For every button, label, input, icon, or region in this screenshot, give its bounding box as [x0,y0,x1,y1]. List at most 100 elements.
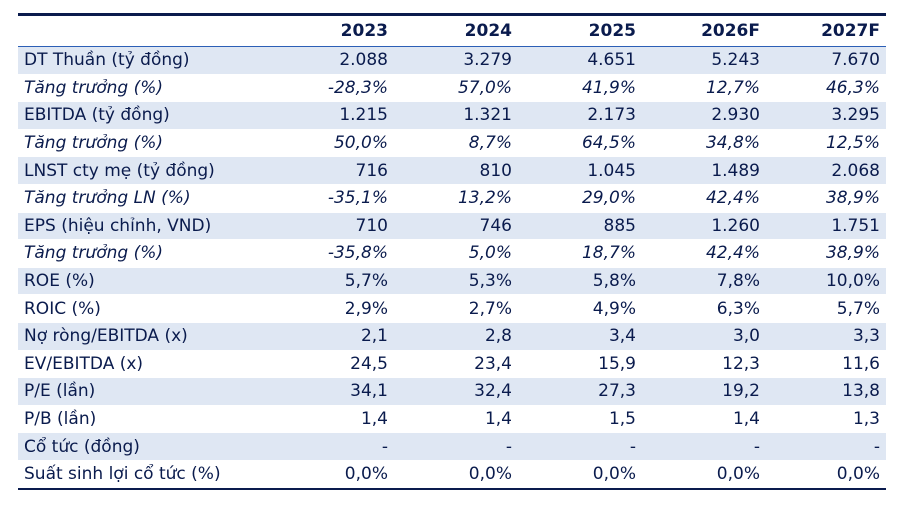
row-value: 12,3 [642,350,766,379]
row-value: 1,5 [518,405,642,434]
row-value: 29,0% [518,184,642,213]
row-label: Suất sinh lợi cổ tức (%) [18,460,270,490]
table-row: Nợ ròng/EBITDA (x) 2,1 2,8 3,4 3,0 3,3 [18,322,886,351]
row-value: 2,7% [394,294,518,323]
row-value: 1.489 [642,156,766,185]
row-value: 1.215 [270,101,394,130]
row-value: 2,8 [394,322,518,351]
row-value: 5.243 [642,46,766,75]
row-label: ROE (%) [18,267,270,296]
row-value: 15,9 [518,350,642,379]
row-value: 3,4 [518,322,642,351]
row-value: 0,0% [642,460,766,490]
row-value: 0,0% [766,460,886,490]
header-year-cell: 2027F [766,13,886,47]
row-value: 13,8 [766,377,886,406]
row-value: 2,9% [270,294,394,323]
table-row: Tăng trưởng LN (%) -35,1% 13,2% 29,0% 42… [18,184,886,213]
row-value: 12,7% [642,74,766,103]
row-value: 5,7% [270,267,394,296]
table-row: ROE (%) 5,7% 5,3% 5,8% 7,8% 10,0% [18,267,886,296]
row-value: -28,3% [270,74,394,103]
row-value: 3,3 [766,322,886,351]
row-value: - [766,432,886,461]
table-row: LNST cty mẹ (tỷ đồng) 716 810 1.045 1.48… [18,156,886,185]
row-value: 0,0% [270,460,394,490]
financial-summary-table: 2023 2024 2025 2026F 2027F DT Thuần (tỷ … [18,13,886,490]
row-value: 1.751 [766,212,886,241]
row-value: -35,1% [270,184,394,213]
table-row: EV/EBITDA (x) 24,5 23,4 15,9 12,3 11,6 [18,350,886,379]
financial-table-container: 2023 2024 2025 2026F 2027F DT Thuần (tỷ … [18,13,886,490]
table-row: P/B (lần) 1,4 1,4 1,5 1,4 1,3 [18,405,886,434]
row-value: 12,5% [766,129,886,158]
row-value: 10,0% [766,267,886,296]
row-value: 7.670 [766,46,886,75]
row-label: P/E (lần) [18,377,270,406]
row-label: Cổ tức (đồng) [18,432,270,461]
table-row: Tăng trưởng (%) -35,8% 5,0% 18,7% 42,4% … [18,239,886,268]
row-value: 1,4 [642,405,766,434]
row-value: 6,3% [642,294,766,323]
row-value: 23,4 [394,350,518,379]
row-label: Tăng trưởng (%) [18,239,270,268]
row-value: 2.930 [642,101,766,130]
header-label-cell [18,13,270,47]
row-value: 1,4 [394,405,518,434]
row-value: 810 [394,156,518,185]
row-label: LNST cty mẹ (tỷ đồng) [18,156,270,185]
row-label: EBITDA (tỷ đồng) [18,101,270,130]
header-year-cell: 2024 [394,13,518,47]
row-value: - [642,432,766,461]
row-value: 0,0% [518,460,642,490]
row-value: 32,4 [394,377,518,406]
table-row: DT Thuần (tỷ đồng) 2.088 3.279 4.651 5.2… [18,46,886,75]
row-value: 3.295 [766,101,886,130]
row-value: 38,9% [766,239,886,268]
row-value: - [518,432,642,461]
row-value: 5,0% [394,239,518,268]
row-value: 1,4 [270,405,394,434]
header-row: 2023 2024 2025 2026F 2027F [18,13,886,47]
header-year-cell: 2026F [642,13,766,47]
row-value: 1,3 [766,405,886,434]
row-value: 4,9% [518,294,642,323]
row-value: 5,3% [394,267,518,296]
row-value: 13,2% [394,184,518,213]
row-value: 746 [394,212,518,241]
row-value: 885 [518,212,642,241]
row-value: 34,8% [642,129,766,158]
row-value: 24,5 [270,350,394,379]
row-label: EPS (hiệu chỉnh, VND) [18,212,270,241]
row-value: 8,7% [394,129,518,158]
row-value: 2.068 [766,156,886,185]
row-label: ROIC (%) [18,294,270,323]
header-year-cell: 2023 [270,13,394,47]
row-value: 42,4% [642,184,766,213]
row-value: 710 [270,212,394,241]
row-value: 50,0% [270,129,394,158]
row-label: DT Thuần (tỷ đồng) [18,46,270,75]
row-value: - [270,432,394,461]
row-value: 7,8% [642,267,766,296]
row-value: 2.088 [270,46,394,75]
row-label: Nợ ròng/EBITDA (x) [18,322,270,351]
table-row: EBITDA (tỷ đồng) 1.215 1.321 2.173 2.930… [18,101,886,130]
row-value: 41,9% [518,74,642,103]
row-value: 2.173 [518,101,642,130]
row-value: 18,7% [518,239,642,268]
row-label: Tăng trưởng (%) [18,129,270,158]
row-value: 3,0 [642,322,766,351]
header-year-cell: 2025 [518,13,642,47]
row-label: P/B (lần) [18,405,270,434]
row-value: 27,3 [518,377,642,406]
row-value: 57,0% [394,74,518,103]
row-value: 38,9% [766,184,886,213]
row-label: EV/EBITDA (x) [18,350,270,379]
row-value: 4.651 [518,46,642,75]
row-value: 1.321 [394,101,518,130]
row-value: 2,1 [270,322,394,351]
row-value: 5,7% [766,294,886,323]
table-row: Tăng trưởng (%) 50,0% 8,7% 64,5% 34,8% 1… [18,129,886,158]
table-row: EPS (hiệu chỉnh, VND) 710 746 885 1.260 … [18,212,886,241]
